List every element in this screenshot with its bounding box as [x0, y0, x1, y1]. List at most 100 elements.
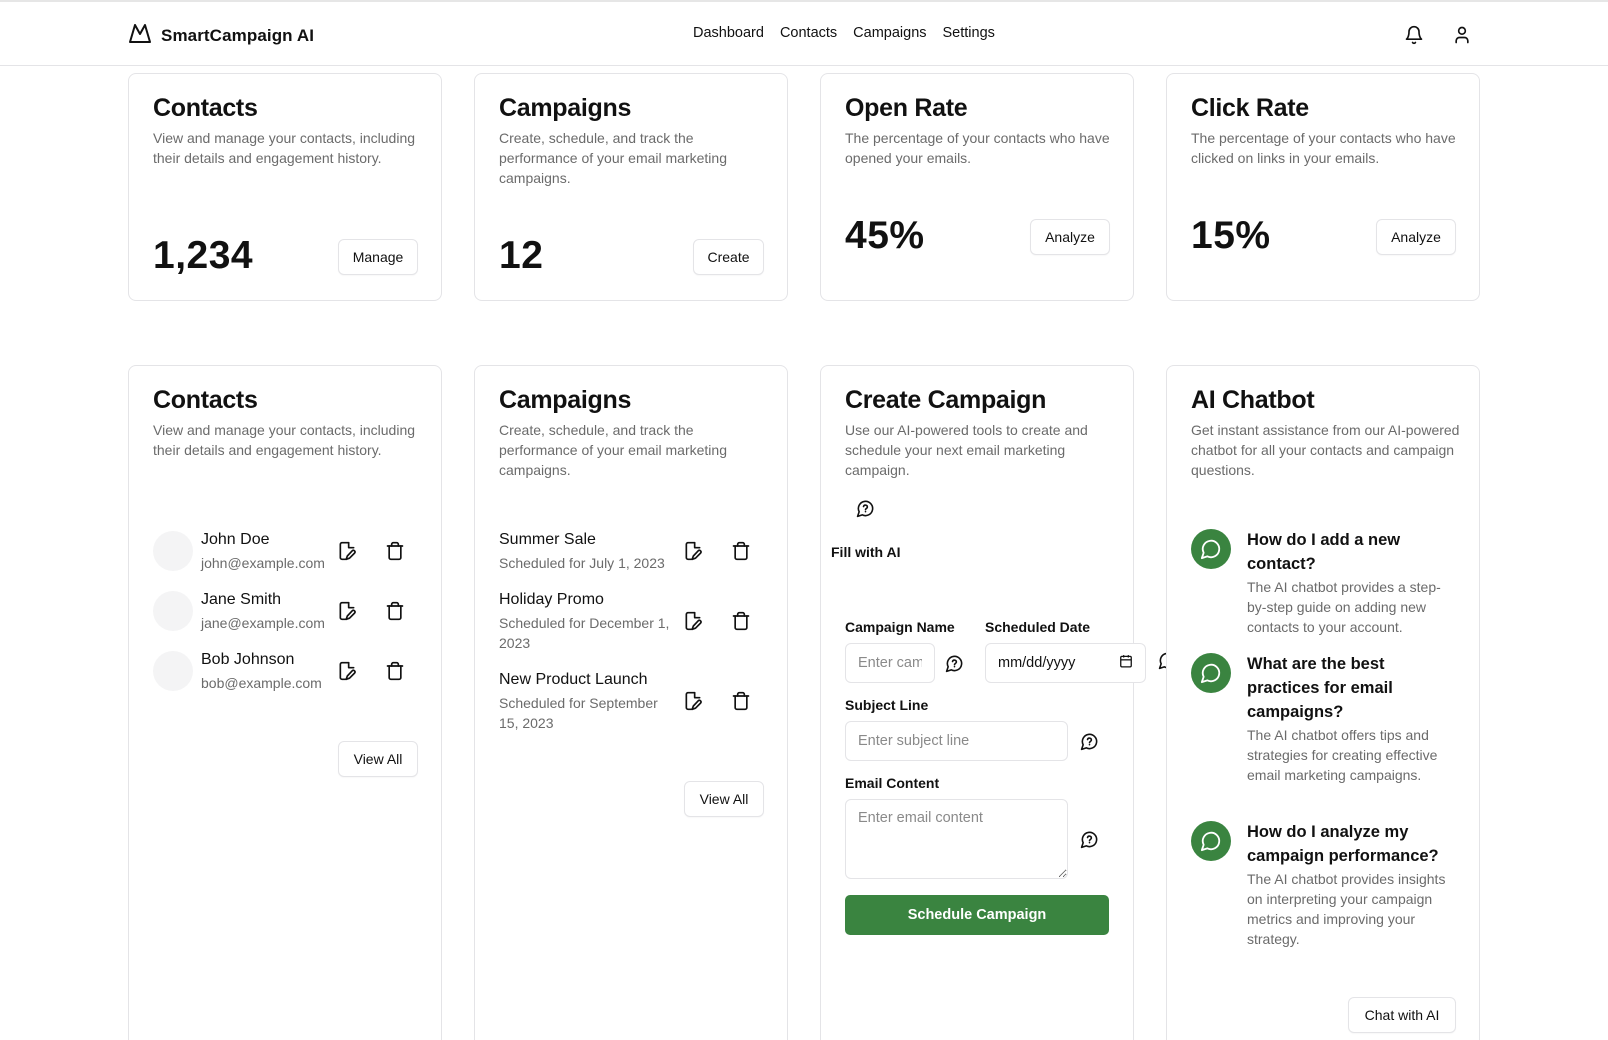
faq-question: How do I analyze my campaign performance…: [1247, 823, 1439, 865]
list-item: Bob Johnson bob@example.com: [153, 651, 423, 701]
faq-answer: The AI chatbot provides insights on inte…: [1247, 871, 1446, 947]
mountain-icon: [128, 22, 152, 49]
chatbot-avatar: [1191, 529, 1231, 569]
brand[interactable]: SmartCampaign AI: [128, 22, 314, 49]
campaign-schedule: Scheduled for December 1, 2023: [499, 615, 670, 651]
trash-icon[interactable]: [729, 609, 753, 633]
campaigns-panel: Campaigns Create, schedule, and track th…: [474, 365, 788, 1040]
campaign-name: Holiday Promo: [499, 591, 604, 608]
card-title: Contacts: [153, 94, 258, 122]
card-description: Create, schedule, and track the performa…: [499, 130, 727, 186]
avatar: [153, 531, 193, 571]
edit-icon[interactable]: [681, 539, 705, 563]
trash-icon[interactable]: [383, 659, 407, 683]
card-description: The percentage of your contacts who have…: [845, 130, 1110, 166]
nav-dashboard[interactable]: Dashboard: [693, 25, 764, 41]
card-description: The percentage of your contacts who have…: [1191, 130, 1456, 166]
user-icon[interactable]: [1449, 22, 1475, 48]
edit-icon[interactable]: [335, 599, 359, 623]
ai-chat-icon[interactable]: [1158, 651, 1166, 675]
contacts-stat-card: Contacts View and manage your contacts, …: [128, 73, 442, 301]
app-name: SmartCampaign AI: [161, 25, 315, 45]
bell-icon[interactable]: [1401, 22, 1427, 48]
avatar: [153, 591, 193, 631]
card-title: Campaigns: [499, 386, 632, 414]
open-rate-value: 45%: [845, 214, 925, 257]
card-title: Click Rate: [1191, 94, 1309, 122]
nav-contacts[interactable]: Contacts: [779, 25, 838, 41]
campaign-name-label: Campaign Name: [845, 619, 955, 635]
contact-email: jane@example.com: [201, 615, 325, 631]
contacts-count: 1,234: [153, 234, 254, 277]
subject-line-label: Subject Line: [845, 697, 929, 713]
contacts-panel: Contacts View and manage your contacts, …: [128, 365, 442, 1040]
card-title: Open Rate: [845, 94, 968, 122]
calendar-icon[interactable]: [1119, 654, 1133, 672]
edit-icon[interactable]: [681, 689, 705, 713]
contact-name: Bob Johnson: [201, 651, 295, 668]
list-item: Holiday Promo Scheduled for December 1, …: [499, 591, 769, 661]
trash-icon[interactable]: [729, 539, 753, 563]
click-rate-card: Click Rate The percentage of your contac…: [1166, 73, 1480, 301]
edit-icon[interactable]: [681, 609, 705, 633]
message-circle-icon: [1200, 831, 1221, 852]
faq-answer: The AI chatbot provides a step-by-step g…: [1247, 579, 1441, 635]
campaign-schedule: Scheduled for September 15, 2023: [499, 695, 658, 731]
chatbot-avatar: [1191, 821, 1231, 861]
trash-icon[interactable]: [383, 539, 407, 563]
contact-name: John Doe: [201, 531, 270, 548]
manage-button[interactable]: Manage: [338, 239, 418, 275]
scheduled-date-label: Scheduled Date: [985, 619, 1091, 635]
scheduled-date-input[interactable]: mm/dd/yyyy: [985, 643, 1146, 683]
contact-email: john@example.com: [201, 555, 325, 571]
create-campaign-panel: Create Campaign Use our AI-powered tools…: [820, 365, 1166, 1040]
chat-with-ai-button[interactable]: Chat with AI: [1348, 997, 1456, 1033]
view-all-campaigns-button[interactable]: View All: [684, 781, 764, 817]
create-button[interactable]: Create: [693, 239, 764, 275]
campaign-schedule: Scheduled for July 1, 2023: [499, 555, 665, 571]
top-header: SmartCampaign AI Dashboard Contacts Camp…: [0, 2, 1608, 66]
chatbot-avatar: [1191, 653, 1231, 693]
card-description: View and manage your contacts, including…: [153, 422, 416, 458]
nav-campaigns[interactable]: Campaigns: [853, 25, 927, 41]
faq-question: What are the best practices for email ca…: [1247, 655, 1393, 721]
nav-settings[interactable]: Settings: [942, 25, 995, 41]
main-nav: Dashboard Contacts Campaigns Settings: [693, 25, 995, 41]
campaign-name: Summer Sale: [499, 531, 596, 548]
campaigns-count: 12: [499, 234, 544, 277]
card-title: AI Chatbot: [1191, 386, 1315, 414]
open-rate-card: Open Rate The percentage of your contact…: [820, 73, 1134, 301]
ai-chat-icon[interactable]: [942, 651, 966, 675]
campaign-name-input[interactable]: [845, 643, 935, 683]
date-placeholder: mm/dd/yyyy: [998, 655, 1076, 671]
analyze-open-rate-button[interactable]: Analyze: [1030, 219, 1110, 255]
ai-chat-icon[interactable]: [1077, 827, 1101, 851]
message-circle-icon: [1200, 539, 1221, 560]
edit-icon[interactable]: [335, 659, 359, 683]
trash-icon[interactable]: [729, 689, 753, 713]
list-item: Jane Smith jane@example.com: [153, 591, 423, 641]
ai-chat-icon[interactable]: [853, 496, 877, 520]
avatar: [153, 651, 193, 691]
list-item: New Product Launch Scheduled for Septemb…: [499, 671, 769, 741]
fill-with-ai-button[interactable]: Fill with AI: [831, 544, 901, 560]
click-rate-value: 15%: [1191, 214, 1271, 257]
list-item: Summer Sale Scheduled for July 1, 2023: [499, 531, 769, 581]
view-all-contacts-button[interactable]: View All: [338, 741, 418, 777]
ai-chatbot-panel: AI Chatbot Get instant assistance from o…: [1166, 365, 1480, 1040]
faq-question: How do I add a new contact?: [1247, 531, 1401, 573]
schedule-campaign-button[interactable]: Schedule Campaign: [845, 895, 1109, 935]
card-title: Create Campaign: [845, 386, 1047, 414]
trash-icon[interactable]: [383, 599, 407, 623]
contact-name: Jane Smith: [201, 591, 282, 608]
list-item: John Doe john@example.com: [153, 531, 423, 581]
ai-chat-icon[interactable]: [1077, 729, 1101, 753]
card-description: View and manage your contacts, including…: [153, 130, 416, 166]
subject-line-input[interactable]: [845, 721, 1068, 761]
analyze-click-rate-button[interactable]: Analyze: [1376, 219, 1456, 255]
edit-icon[interactable]: [335, 539, 359, 563]
email-content-input[interactable]: [845, 799, 1068, 879]
top-border: [0, 0, 1608, 2]
campaign-name: New Product Launch: [499, 671, 648, 688]
card-title: Campaigns: [499, 94, 632, 122]
